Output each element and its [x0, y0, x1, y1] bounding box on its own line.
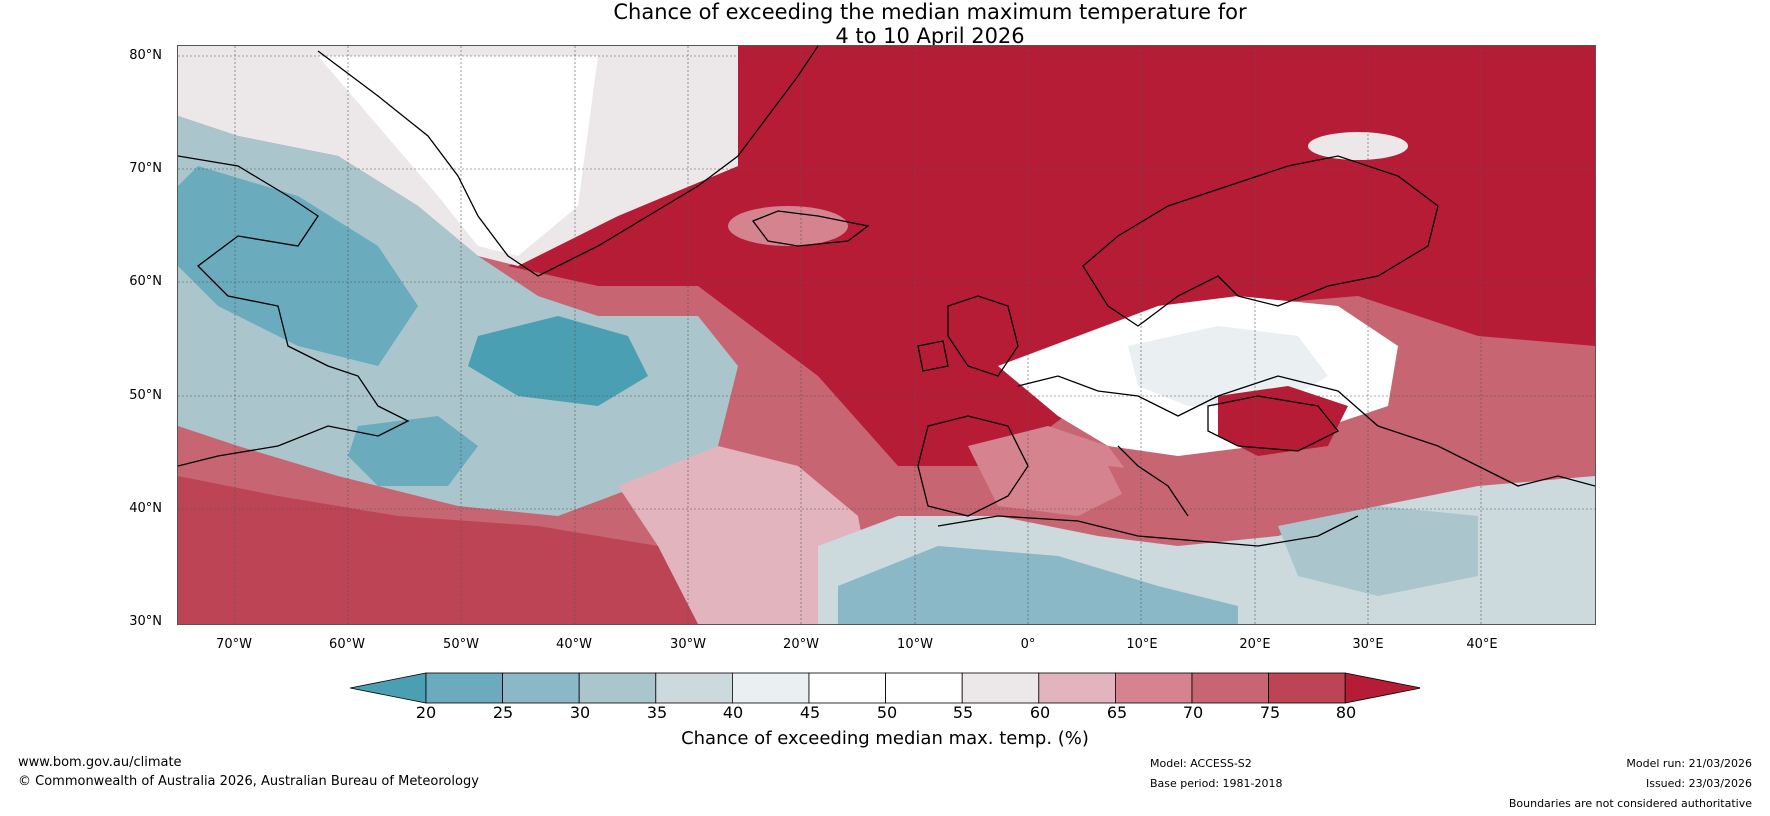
- lon-label-40e: 40°E: [1466, 637, 1498, 652]
- iberia-coast: [917, 415, 1029, 517]
- lon-label-50w: 50°W: [443, 637, 479, 652]
- lat-label-50n: 50°N: [129, 388, 162, 403]
- colorbar-tick: 45: [799, 703, 821, 722]
- colorbar-label: Chance of exceeding median max. temp. (%…: [681, 728, 1089, 749]
- lon-label-30e: 30°E: [1352, 637, 1384, 652]
- region-subtropical-atlantic-warm: [178, 476, 698, 624]
- lat-label-60n: 60°N: [129, 274, 162, 289]
- colorbar-segment: [578, 672, 657, 704]
- africa-north-coast: [937, 515, 1359, 547]
- colorbar-tick: 50: [876, 703, 898, 722]
- footer-website: www.bom.gov.au/climate: [18, 755, 182, 770]
- colorbar-segment: [1115, 672, 1193, 704]
- region-black-sea-warm: [1218, 386, 1348, 456]
- colorbar-extension-high: [1344, 672, 1420, 704]
- colorbar-tick: 30: [569, 703, 591, 722]
- region-azores-mild: [618, 446, 878, 624]
- footer-copyright: © Commonwealth of Australia 2026, Austra…: [18, 774, 479, 789]
- lat-label-40n: 40°N: [129, 501, 162, 516]
- lon-label-40w: 40°W: [556, 637, 592, 652]
- footer-issued: Issued: 23/03/2026: [1645, 777, 1752, 790]
- colorbar-tick: 75: [1259, 703, 1281, 722]
- region-alps-slightly-cool: [1128, 326, 1328, 406]
- colorbar-tick: 25: [492, 703, 514, 722]
- colorbar-tick: 20: [415, 703, 437, 722]
- italy-coast: [1117, 445, 1189, 517]
- lon-label-20w: 20°W: [783, 637, 819, 652]
- colorbar-tick: 60: [1029, 703, 1051, 722]
- colorbar-tick: 70: [1182, 703, 1204, 722]
- lon-label-10e: 10°E: [1126, 637, 1158, 652]
- north-america-coast: [178, 155, 410, 467]
- colorbar-tick: 55: [952, 703, 974, 722]
- region-sahara-cool-core: [838, 546, 1238, 624]
- colorbar-tick: 35: [646, 703, 668, 722]
- region-mid-atlantic-cold-core: [468, 316, 648, 406]
- colorbar-tick: 40: [722, 703, 744, 722]
- colorbar-segment: [731, 672, 810, 704]
- region-western-mediterranean-warm: [968, 426, 1138, 516]
- region-arctic-near-median: [1308, 132, 1408, 160]
- colorbar-segment: [808, 672, 886, 704]
- chart-title: Chance of exceeding the median maximum t…: [520, 0, 1340, 48]
- title-line-2: 4 to 10 April 2026: [835, 24, 1025, 48]
- region-middle-east-cool: [1278, 506, 1478, 596]
- title-line-1: Chance of exceeding the median maximum t…: [613, 0, 1247, 24]
- footer-base-period: Base period: 1981-2018: [1150, 777, 1283, 790]
- lat-label-30n: 30°N: [129, 614, 162, 629]
- footer-disclaimer: Boundaries are not considered authoritat…: [1508, 797, 1752, 810]
- ireland-coast: [917, 340, 949, 372]
- great-britain-coast: [947, 295, 1019, 377]
- lon-label-20e: 20°E: [1239, 637, 1271, 652]
- iceland-coast: [751, 210, 870, 247]
- colorbar-tick: 65: [1106, 703, 1128, 722]
- lat-label-80n: 80°N: [129, 48, 162, 63]
- black-sea-coast: [1207, 395, 1340, 452]
- region-eastern-mediterranean-warm: [1108, 466, 1258, 536]
- colorbar-segment: [1268, 672, 1346, 704]
- greenland-coast: [317, 46, 819, 277]
- colorbar-segment: [885, 672, 963, 704]
- europe-south-coast: [1017, 375, 1595, 487]
- lon-label-30w: 30°W: [670, 637, 706, 652]
- lon-label-70w: 70°W: [216, 637, 252, 652]
- lat-label-70n: 70°N: [129, 161, 162, 176]
- forecast-map: [177, 45, 1596, 625]
- coastlines: [178, 46, 1595, 547]
- scandinavia-coast: [1082, 155, 1439, 327]
- colorbar-segment: [1191, 672, 1269, 704]
- colorbar-segment: [425, 672, 503, 704]
- region-canada-cold-core: [178, 166, 418, 366]
- graticule: [178, 46, 1595, 624]
- lon-label-0: 0°: [1020, 637, 1036, 652]
- colorbar-segment: [502, 672, 580, 704]
- footer-model-run: Model run: 21/03/2026: [1626, 757, 1752, 770]
- colorbar-tick: 80: [1335, 703, 1357, 722]
- region-nova-scotia-cool: [348, 416, 478, 486]
- lon-label-10w: 10°W: [897, 637, 933, 652]
- colorbar-segment: [655, 672, 733, 704]
- footer-model: Model: ACCESS-S2: [1150, 757, 1252, 770]
- colorbar: [350, 672, 1420, 704]
- colorbar-segment: [961, 672, 1040, 704]
- colorbar-segment: [1038, 672, 1116, 704]
- region-greenland-interior: [318, 56, 598, 256]
- colorbar-extension-low: [350, 672, 427, 704]
- lon-label-60w: 60°W: [329, 637, 365, 652]
